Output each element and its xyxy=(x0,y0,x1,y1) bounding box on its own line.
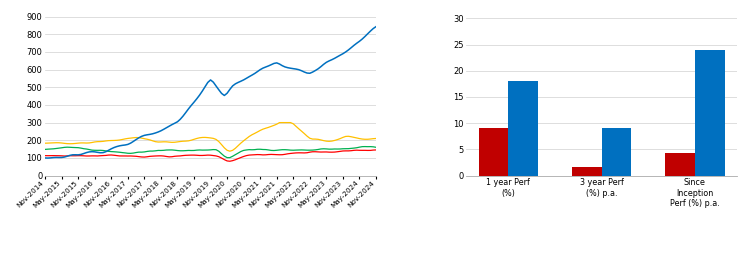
Bar xyxy=(478,128,508,176)
Bar xyxy=(572,167,602,176)
Bar xyxy=(665,153,695,176)
Bar xyxy=(602,128,632,176)
Bar xyxy=(508,81,538,176)
Bar xyxy=(695,50,725,176)
Legend: S&P 300, Small Caps, Micro Caps, Model Portfolio: S&P 300, Small Caps, Micro Caps, Model P… xyxy=(56,260,333,262)
Legend: S&P 300, Model Portfolio: S&P 300, Model Portfolio xyxy=(470,260,602,262)
